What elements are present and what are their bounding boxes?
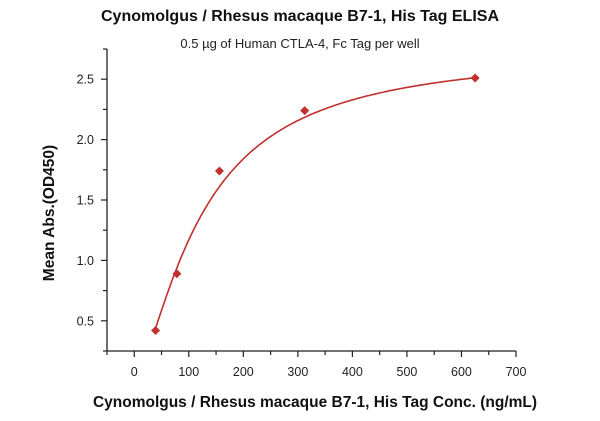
y-tick-label: 1.0 (77, 254, 94, 268)
y-tick-label: 2.5 (77, 73, 94, 87)
x-tick-label: 600 (451, 365, 472, 379)
x-tick-label: 700 (506, 365, 527, 379)
x-axis-label: Cynomolgus / Rhesus macaque B7-1, His Ta… (92, 394, 538, 411)
y-tick-label: 0.5 (77, 314, 94, 328)
x-tick-label: 200 (233, 365, 254, 379)
y-tick-label: 1.5 (77, 194, 94, 208)
data-point (470, 73, 480, 83)
x-tick-label: 100 (178, 365, 199, 379)
chart-title: Cynomolgus / Rhesus macaque B7-1, His Ta… (100, 8, 499, 25)
data-point (172, 269, 182, 279)
x-tick-label: 0 (131, 365, 138, 379)
chart-subtitle: 0.5 µg of Human CTLA-4, Fc Tag per well (180, 36, 420, 51)
fit-curve (154, 76, 476, 329)
data-point (300, 106, 310, 116)
x-tick-label: 300 (287, 365, 308, 379)
y-tick-label: 2.0 (77, 133, 94, 147)
data-point (151, 325, 161, 335)
x-tick-label: 400 (342, 365, 363, 379)
data-point (214, 166, 224, 176)
x-tick-label: 500 (397, 365, 418, 379)
